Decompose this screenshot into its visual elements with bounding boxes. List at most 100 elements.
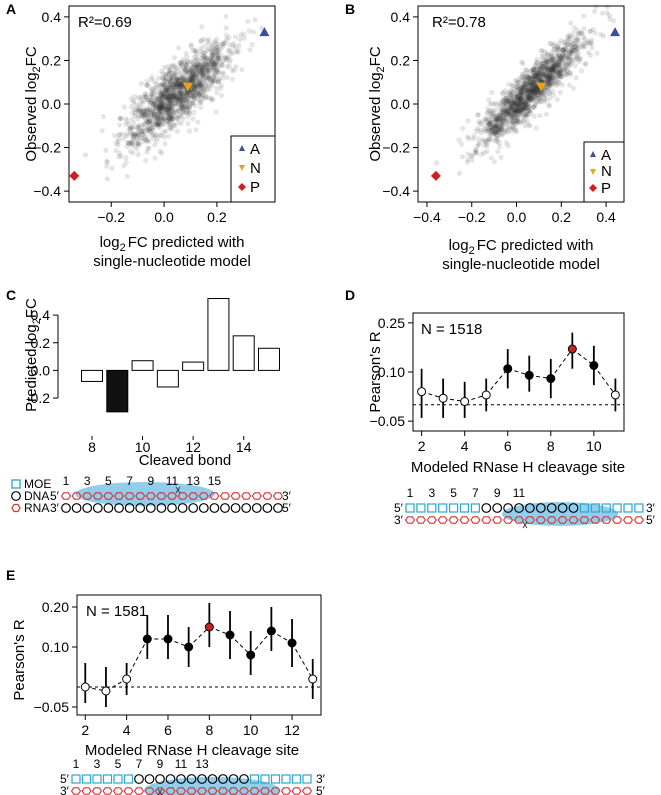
line-panel-d: −0.050.100.25 2 4 6 8 10 N = 1518 Pearson's … [367, 312, 625, 476]
panel-letter-b: B [345, 1, 355, 17]
scatter-point [174, 77, 181, 83]
scatter-point [515, 96, 521, 103]
scatter-point [212, 63, 218, 69]
scatter-point [169, 78, 175, 84]
scatter-point [541, 60, 548, 66]
scatter-point [124, 139, 131, 145]
scatter-point [489, 127, 495, 133]
scatter-point [517, 101, 523, 107]
x-tick-label: 4 [123, 722, 131, 738]
scatter-point [527, 74, 534, 80]
scatter-point [132, 110, 138, 117]
rna-nucleotide [70, 787, 82, 795]
scatter-point [123, 159, 129, 165]
scatter-point [155, 123, 161, 129]
scatter-point [537, 70, 543, 76]
scatter-point [169, 103, 176, 110]
scatter-point [547, 67, 553, 73]
scatter-point [210, 56, 216, 63]
x-ticks-d: 2 4 6 8 10 [418, 431, 602, 454]
scatter-point [541, 72, 547, 78]
scatter-point [147, 94, 154, 100]
scatter-point [538, 67, 544, 73]
scatter-point [523, 85, 529, 91]
scatter-point [200, 85, 206, 91]
scatter-point [166, 90, 172, 96]
scatter-point [523, 75, 529, 81]
scatter-point [186, 104, 192, 110]
scatter-point [174, 89, 181, 95]
special-point-a [259, 27, 270, 37]
scatter-point [521, 81, 528, 87]
scatter-point [551, 63, 558, 69]
r2-label-a: R²=0.69 [78, 14, 132, 31]
scatter-point [551, 66, 557, 72]
scatter-point [486, 126, 492, 132]
scatter-point [514, 84, 521, 90]
scatter-point [512, 94, 518, 100]
scatter-point [477, 127, 483, 133]
scatter-point [550, 66, 556, 72]
scatter-point [192, 84, 198, 90]
scatter-point [155, 114, 161, 120]
scatter-point [199, 65, 206, 71]
scatter-point [148, 76, 154, 83]
scatter-point [510, 82, 516, 89]
scatter-point [173, 94, 179, 100]
scatter-point [551, 78, 557, 84]
scatter-point [505, 100, 511, 106]
scatter-point [583, 61, 589, 67]
position-number: 9 [157, 757, 164, 771]
x-tick-label: −0.2 [97, 209, 125, 225]
scatter-point [166, 69, 172, 75]
scatter-point [138, 98, 144, 104]
scatter-point [481, 149, 487, 155]
scatter-point [202, 56, 208, 62]
rna-nucleotide [124, 492, 135, 500]
scatter-point [159, 81, 165, 87]
scatter-point [179, 60, 185, 66]
scatter-point [171, 109, 177, 116]
scatter-point [250, 29, 257, 35]
scatter-point [502, 111, 509, 117]
scatter-point [575, 36, 581, 42]
scatter-point [546, 80, 552, 86]
scatter-point [546, 76, 552, 82]
scatter-point [226, 34, 232, 41]
scatter-point [116, 132, 122, 138]
scatter-point [493, 135, 499, 142]
scatter-point [162, 107, 168, 113]
scatter-point [570, 50, 576, 57]
scatter-point [495, 135, 501, 142]
scatter-point [156, 110, 162, 116]
scatter-point [574, 53, 581, 59]
scatter-point [537, 98, 543, 104]
scatter-point [124, 131, 131, 137]
scatter-point [211, 71, 218, 77]
scatter-point [495, 127, 501, 133]
scatter-point [544, 73, 550, 79]
scatter-point [186, 103, 193, 110]
scatter-point [206, 95, 212, 101]
scatter-point [200, 71, 206, 78]
scatter-point [171, 81, 177, 87]
scatter-point [535, 74, 541, 80]
scatter-point [555, 77, 562, 83]
scatter-point [515, 109, 521, 115]
scatter-point [573, 75, 579, 81]
y-tick-label: −0.2 [382, 140, 410, 156]
scatter-point [167, 109, 173, 115]
scatter-point [506, 81, 512, 87]
scatter-point [195, 93, 201, 99]
scatter-point [542, 48, 548, 55]
scatter-point [524, 97, 530, 103]
scatter-point [174, 81, 180, 87]
scatter-point [151, 136, 157, 142]
scatter-point [515, 80, 521, 87]
scatter-point [515, 98, 521, 104]
scatter-point [564, 69, 570, 75]
scatter-point [530, 104, 536, 110]
scatter-point [527, 75, 534, 81]
scatter-point [218, 92, 225, 98]
scatter-point [564, 46, 570, 52]
